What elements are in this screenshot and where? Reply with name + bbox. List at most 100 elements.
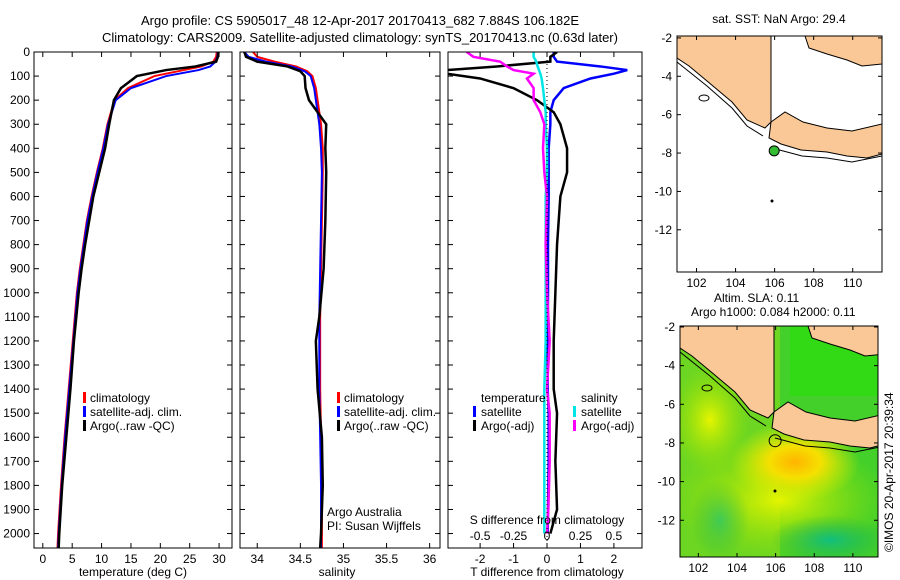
series-line-satellite-adj-clim- [57, 52, 219, 548]
lat-tick-label: -4 [664, 359, 675, 373]
legend-swatch-argo [83, 420, 86, 431]
x-tick-label: -2 [475, 552, 486, 566]
lon-tick-label: 104 [726, 276, 746, 290]
s-diff-tick-label: 0.5 [606, 529, 623, 543]
x-tick-label: 34 [251, 552, 265, 566]
island-contour [701, 384, 713, 392]
depth-tick-label: 1200 [3, 334, 30, 348]
legend-swatch-t-satellite [473, 406, 476, 417]
sla-map-frame [679, 325, 879, 558]
s-diff-xlabel: S difference from climatology [470, 513, 625, 527]
depth-tick-label: 800 [10, 238, 30, 252]
legend-label: satellite-adj. clim. [344, 405, 436, 419]
depth-tick-label: 1500 [3, 406, 30, 420]
series-line-s-argo-adj- [466, 52, 551, 534]
salinity-axes-frame [239, 51, 441, 549]
lat-tick-label: -12 [658, 513, 676, 527]
temperature-axes-frame [33, 51, 233, 549]
depth-tick-label: 500 [10, 165, 30, 179]
s-diff-tick-label: -0.25 [500, 529, 528, 543]
s-diff-tick-label: -0.5 [470, 529, 491, 543]
legend-label: satellite [581, 405, 622, 419]
lat-tick-label: -12 [655, 223, 673, 237]
depth-tick-label: 1800 [3, 478, 30, 492]
x-tick-label: -1 [508, 552, 519, 566]
depth-tick-label: 1000 [3, 286, 30, 300]
legend-header-salinity: salinity [581, 391, 618, 405]
sst-map-frame [676, 35, 883, 273]
temperature-legend: climatology satellite-adj. clim. Argo(..… [83, 391, 182, 433]
lat-tick-label: -6 [661, 108, 672, 122]
title-line-2: Climatology: CARS2009. Satellite-adjuste… [102, 30, 618, 45]
legend-swatch-t-argo [473, 420, 476, 431]
legend-label: Argo(-adj) [481, 419, 534, 433]
depth-tick-label: 0 [23, 45, 30, 59]
x-tick-label: 2 [611, 552, 618, 566]
land-masses [677, 36, 882, 203]
difference-panel: -2 -1 0 1 2 -0.5 -0.25 0 0.25 0.5 T difference fr… [447, 51, 643, 579]
sst-map-panel: sat. SST: NaN Argo: 29.4 102 104 106 108 110… [655, 12, 883, 290]
depth-tick-label: 700 [10, 214, 30, 228]
x-tick-label: 0 [39, 552, 46, 566]
x-tick-label: 5 [69, 552, 76, 566]
difference-legend: temperature salinity satellite Argo(-adj… [473, 391, 634, 433]
lon-tick-label: 106 [766, 561, 786, 575]
x-tick-label: 25 [183, 552, 197, 566]
lon-tick-label: 106 [765, 276, 785, 290]
land-borneo [804, 36, 882, 67]
depth-tick-label: 900 [10, 262, 30, 276]
lon-tick-label: 102 [687, 276, 707, 290]
lon-tick-label: 108 [804, 561, 824, 575]
series-line-argo-raw-qc- [57, 52, 220, 548]
legend-label: Argo(..raw -QC) [344, 419, 429, 433]
title-line-1: Argo profile: CS 5905017_48 12-Apr-2017 … [141, 13, 579, 28]
argo-position-marker [768, 145, 780, 157]
legend-header-temperature: temperature [481, 391, 546, 405]
x-tick-label: 1 [577, 552, 584, 566]
coastline-contour [771, 147, 882, 163]
legend-swatch-climatology [83, 392, 86, 403]
legend-label: Argo(..raw -QC) [90, 419, 175, 433]
difference-axes-frame [447, 51, 643, 549]
island [773, 489, 777, 493]
lat-tick-label: -2 [664, 320, 675, 334]
lon-tick-label: 104 [727, 561, 747, 575]
series-line-climatology [252, 52, 324, 548]
sla-map-panel: Altim. SLA: 0.11 Argo h1000: 0.084 h2000… [658, 291, 879, 575]
sla-map-title-2: Argo h1000: 0.084 h2000: 0.11 [691, 305, 856, 319]
argo-position-marker [768, 434, 782, 448]
depth-tick-label: 100 [10, 69, 30, 83]
annotation-argo-australia: Argo Australia [327, 505, 402, 519]
lon-tick-label: 110 [843, 561, 862, 575]
depth-tick-label: 400 [10, 141, 30, 155]
depth-tick-label: 2000 [3, 527, 30, 541]
series-line-t-argo-adj- [448, 52, 569, 534]
lon-tick-label: 108 [804, 276, 824, 290]
annotation-pi: PI: Susan Wijffels [327, 519, 421, 533]
depth-tick-label: 1900 [3, 502, 30, 516]
salinity-legend: climatology satellite-adj. clim. Argo(..… [337, 391, 436, 433]
depth-tick-label: 300 [10, 117, 30, 131]
land-java [768, 111, 882, 159]
series-line-s-satellite [532, 52, 549, 534]
legend-swatch-s-satellite [573, 406, 576, 417]
x-tick-label: 35.5 [375, 552, 399, 566]
depth-tick-label: 1400 [3, 382, 30, 396]
legend-swatch-satellite [337, 406, 340, 417]
depth-tick-label: 1600 [3, 430, 30, 444]
s-diff-tick-label: 0.25 [569, 529, 593, 543]
coastline-contour [680, 351, 767, 427]
salinity-xlabel: salinity [319, 565, 356, 579]
lat-tick-label: -8 [661, 146, 672, 160]
lon-tick-label: 110 [843, 276, 862, 290]
x-tick-label: 20 [154, 552, 168, 566]
x-tick-label: 35 [337, 552, 351, 566]
land-masses [680, 326, 878, 493]
sla-heatmap-region [680, 365, 750, 475]
lon-tick-label: 102 [688, 561, 708, 575]
land-borneo [807, 326, 878, 357]
coastline-contour [774, 437, 878, 453]
series-line-climatology [56, 52, 218, 548]
depth-tick-label: 600 [10, 189, 30, 203]
